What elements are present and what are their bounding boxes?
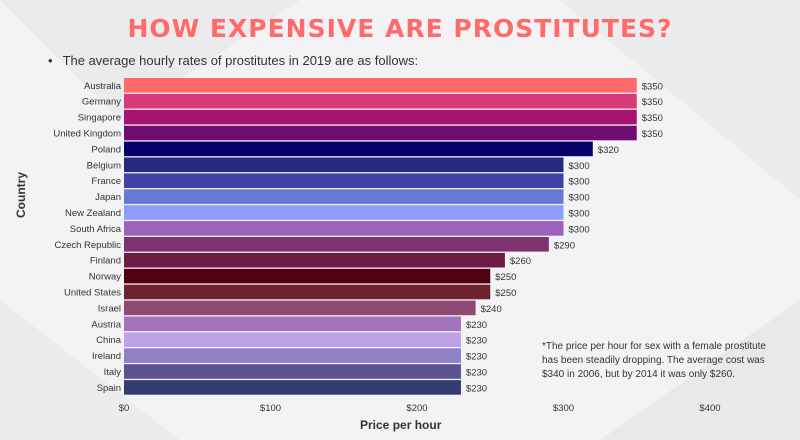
bar bbox=[124, 221, 564, 236]
subtitle-text: The average hourly rates of prostitutes … bbox=[62, 53, 419, 68]
bar bbox=[124, 78, 637, 93]
bar bbox=[124, 189, 564, 204]
category-label: Spain bbox=[97, 383, 121, 394]
category-label: France bbox=[91, 176, 121, 187]
footnote: *The price per hour for sex with a femal… bbox=[542, 341, 766, 380]
value-label: $250 bbox=[495, 272, 516, 283]
y-axis-label: Country bbox=[14, 172, 28, 218]
bar bbox=[124, 237, 549, 252]
value-label: $300 bbox=[569, 224, 590, 235]
bar bbox=[124, 380, 461, 395]
value-label: $240 bbox=[481, 304, 502, 315]
subtitle: • The average hourly rates of prostitutes… bbox=[48, 53, 418, 68]
category-label: Ireland bbox=[92, 351, 121, 362]
value-label: $320 bbox=[598, 145, 619, 156]
value-label: $230 bbox=[466, 320, 487, 331]
bullet-icon: • bbox=[48, 53, 53, 68]
bar bbox=[124, 268, 491, 284]
bar bbox=[124, 316, 461, 332]
x-tick-label: $200 bbox=[406, 403, 427, 414]
bar bbox=[124, 364, 461, 379]
category-label: United Kingdom bbox=[53, 129, 121, 140]
bar bbox=[124, 109, 637, 125]
category-label: Czech Republic bbox=[54, 240, 121, 251]
x-axis-label: Price per hour bbox=[360, 418, 442, 432]
x-tick-label: $300 bbox=[553, 403, 574, 414]
bar bbox=[124, 284, 491, 300]
category-label: Belgium bbox=[87, 160, 121, 171]
value-label: $290 bbox=[554, 240, 575, 251]
bar bbox=[124, 173, 564, 188]
value-label: $230 bbox=[466, 383, 487, 394]
bar bbox=[124, 141, 593, 157]
page-title: HOW EXPENSIVE ARE PROSTITUTES? bbox=[127, 14, 673, 43]
bar bbox=[124, 300, 476, 316]
bar bbox=[124, 332, 461, 347]
category-label: Finland bbox=[90, 256, 121, 267]
value-label: $350 bbox=[642, 81, 663, 92]
category-label: Australia bbox=[84, 81, 122, 92]
bar bbox=[124, 205, 564, 220]
value-label: $300 bbox=[569, 193, 590, 204]
category-label: Israel bbox=[98, 303, 121, 314]
category-label: United States bbox=[64, 288, 121, 299]
bar bbox=[124, 348, 461, 363]
x-tick-label: $400 bbox=[699, 403, 720, 414]
category-label: Norway bbox=[89, 272, 121, 283]
value-label: $300 bbox=[569, 209, 590, 220]
bar bbox=[124, 125, 637, 141]
bar bbox=[124, 93, 637, 109]
category-label: Italy bbox=[104, 367, 122, 378]
category-label: Austria bbox=[91, 319, 121, 330]
value-label: $230 bbox=[466, 336, 487, 347]
category-label: Japan bbox=[95, 192, 121, 203]
value-label: $230 bbox=[466, 368, 487, 379]
bar bbox=[124, 157, 564, 173]
value-label: $250 bbox=[495, 288, 516, 299]
value-label: $350 bbox=[642, 129, 663, 140]
category-label: Poland bbox=[91, 144, 121, 155]
category-label: China bbox=[96, 335, 122, 346]
value-label: $350 bbox=[642, 113, 663, 124]
category-label: Singapore bbox=[78, 113, 121, 124]
category-label: New Zealand bbox=[65, 208, 121, 219]
x-tick-label: $100 bbox=[260, 403, 281, 414]
category-label: South Africa bbox=[70, 224, 122, 235]
category-label: Germany bbox=[82, 97, 121, 108]
value-label: $300 bbox=[569, 161, 590, 172]
value-label: $350 bbox=[642, 97, 663, 108]
value-label: $230 bbox=[466, 352, 487, 363]
value-label: $260 bbox=[510, 256, 531, 267]
bar bbox=[124, 252, 505, 268]
x-tick-label: $0 bbox=[119, 403, 130, 414]
value-label: $300 bbox=[569, 177, 590, 188]
